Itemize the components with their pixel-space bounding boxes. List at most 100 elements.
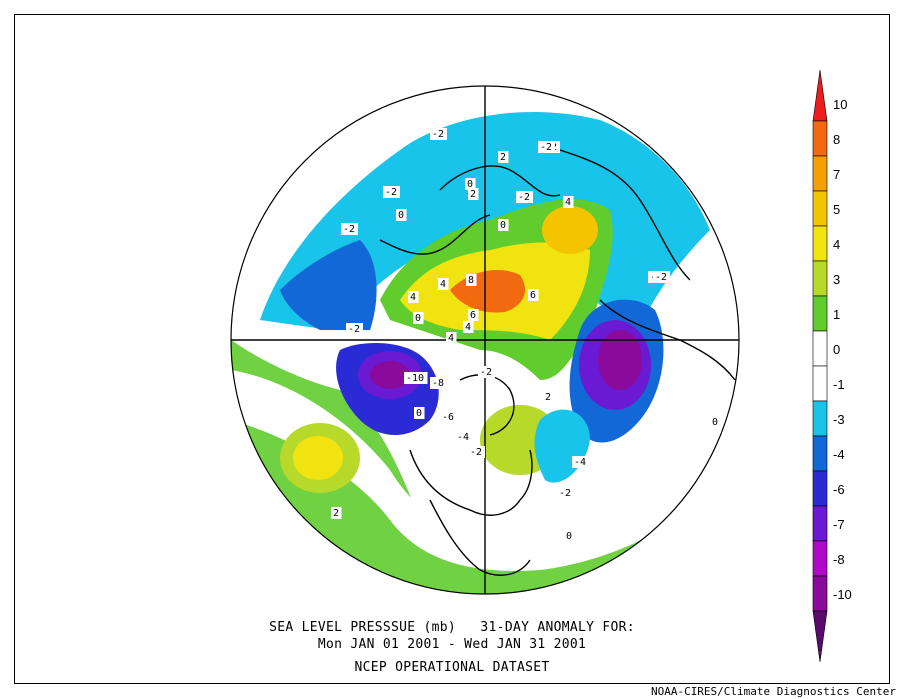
contour-label: 8	[468, 275, 474, 286]
colorbar-swatch	[812, 69, 828, 122]
contour-label: -2	[480, 367, 492, 378]
contour-label: -2	[470, 447, 482, 458]
contour-label: -2	[385, 187, 397, 198]
colorbar-swatch	[812, 190, 828, 227]
colorbar-swatch	[812, 330, 828, 367]
contour-label-bg	[572, 456, 589, 468]
contour-label: 2	[545, 392, 551, 403]
contour-label-bg	[563, 196, 574, 208]
colorbar-tick-label: -10	[833, 587, 852, 602]
figure-title-line2: Mon JAN 01 2001 - Wed JAN 31 2001	[317, 637, 587, 652]
figure-frame	[14, 14, 890, 684]
anomaly-region-negative-west	[280, 240, 377, 330]
contour-label: -4	[457, 432, 469, 443]
figure-title-line1: SEA LEVEL PRESSSUE (mb) 31-DAY ANOMALY F…	[269, 620, 635, 635]
colorbar-tick-label: 1	[833, 307, 840, 322]
contour-label-bg	[564, 530, 575, 542]
colorbar-tick-label: -8	[833, 552, 845, 567]
contour-label-bg	[498, 219, 509, 231]
map-boundary	[230, 85, 740, 595]
contour-label: -2	[343, 224, 355, 235]
contour-label-bg	[538, 141, 555, 153]
colorbar-tick-label: -6	[833, 482, 845, 497]
colorbar-swatch	[812, 505, 828, 542]
colorbar-tick-label: 5	[833, 202, 840, 217]
contour-label-bg	[438, 278, 449, 290]
contour-label: -6	[442, 412, 454, 423]
contour-label-bg	[341, 223, 358, 235]
contour-label-bg	[653, 271, 670, 283]
anomaly-region-white-band	[231, 370, 739, 571]
contour-label-bg	[440, 411, 457, 423]
contour-label-bg	[396, 209, 407, 221]
colorbar-tick-label: -3	[833, 412, 845, 427]
colorbar-tick-label: -1	[833, 377, 845, 392]
contour-label: 4	[448, 333, 454, 344]
dataset-name: NCEP OPERATIONAL DATASET	[354, 660, 550, 675]
contour-label: -10	[406, 373, 424, 384]
contour-label: 0	[566, 531, 572, 542]
contour-label-bg	[543, 391, 554, 403]
colorbar-tick-label: 7	[833, 167, 840, 182]
contour-label: 6	[470, 310, 476, 321]
colorbar-tick-label: -4	[833, 447, 845, 462]
contour-label-bg	[455, 431, 472, 443]
contour-label-bg	[404, 372, 428, 384]
contour-label: 6	[530, 290, 536, 301]
anomaly-high-greenland	[542, 206, 598, 254]
contour-label-bg	[498, 151, 509, 163]
contour-label-bg	[414, 407, 425, 419]
contour-label-bg	[463, 321, 474, 333]
contour-label-bg	[528, 289, 539, 301]
anomaly-low-pacific-core	[370, 361, 410, 389]
contour-label: 4	[440, 279, 446, 290]
colorbar-swatch	[812, 435, 828, 472]
contour-label-bg	[516, 191, 533, 203]
colorbar-tick-label: 4	[833, 237, 840, 252]
colorbar-swatch	[812, 470, 828, 507]
colorbar-swatch	[812, 155, 828, 192]
colorbar-swatch	[812, 540, 828, 577]
colorbar-swatch	[812, 400, 828, 437]
contour-label: 0	[467, 179, 473, 190]
contour-label: -2	[348, 324, 360, 335]
contour-label-bg	[468, 188, 479, 200]
contour-label-bg	[557, 487, 574, 499]
colorbar-swatch	[812, 260, 828, 297]
contour-label: -8	[432, 378, 444, 389]
colorbar-tick-label: 10	[833, 97, 847, 112]
colorbar-swatch	[812, 365, 828, 402]
contour-label-bg	[465, 178, 476, 190]
colorbar-tick-label: 3	[833, 272, 840, 287]
contour-label-bg	[430, 128, 447, 140]
contour-label: 0	[500, 220, 506, 231]
colorbar-tick-label: 0	[833, 342, 840, 357]
colorbar-swatch	[812, 225, 828, 262]
contour-label: 0	[712, 417, 718, 428]
contour-label-bg	[346, 323, 363, 335]
colorbar-swatch	[812, 610, 828, 663]
contour-label: 0	[415, 313, 421, 324]
contour-label-bg	[408, 291, 419, 303]
contour-label-bg	[478, 366, 495, 378]
contour-label-bg	[710, 416, 721, 428]
contour-label: 4	[565, 197, 571, 208]
colorbar-tick-label: 8	[833, 132, 840, 147]
contour-label-bg	[331, 507, 342, 519]
contour-label: 0	[398, 210, 404, 221]
anomaly-high-pacific-core	[293, 436, 343, 480]
credit-text: NOAA-CIRES/Climate Diagnostics Center	[650, 685, 896, 698]
contour-label: -4	[574, 457, 586, 468]
contour-label-bg	[430, 377, 447, 389]
anomaly-low-atlantic-core	[598, 330, 642, 390]
contour-label: -2	[518, 192, 530, 203]
contour-label-bg	[468, 446, 485, 458]
contour-label: -2	[655, 272, 667, 283]
contour-label: -2	[559, 488, 571, 499]
contour-label-bg	[413, 312, 424, 324]
contour-label-bg	[383, 186, 400, 198]
colorbar-swatch	[812, 575, 828, 612]
colorbar-tick-label: -7	[833, 517, 845, 532]
